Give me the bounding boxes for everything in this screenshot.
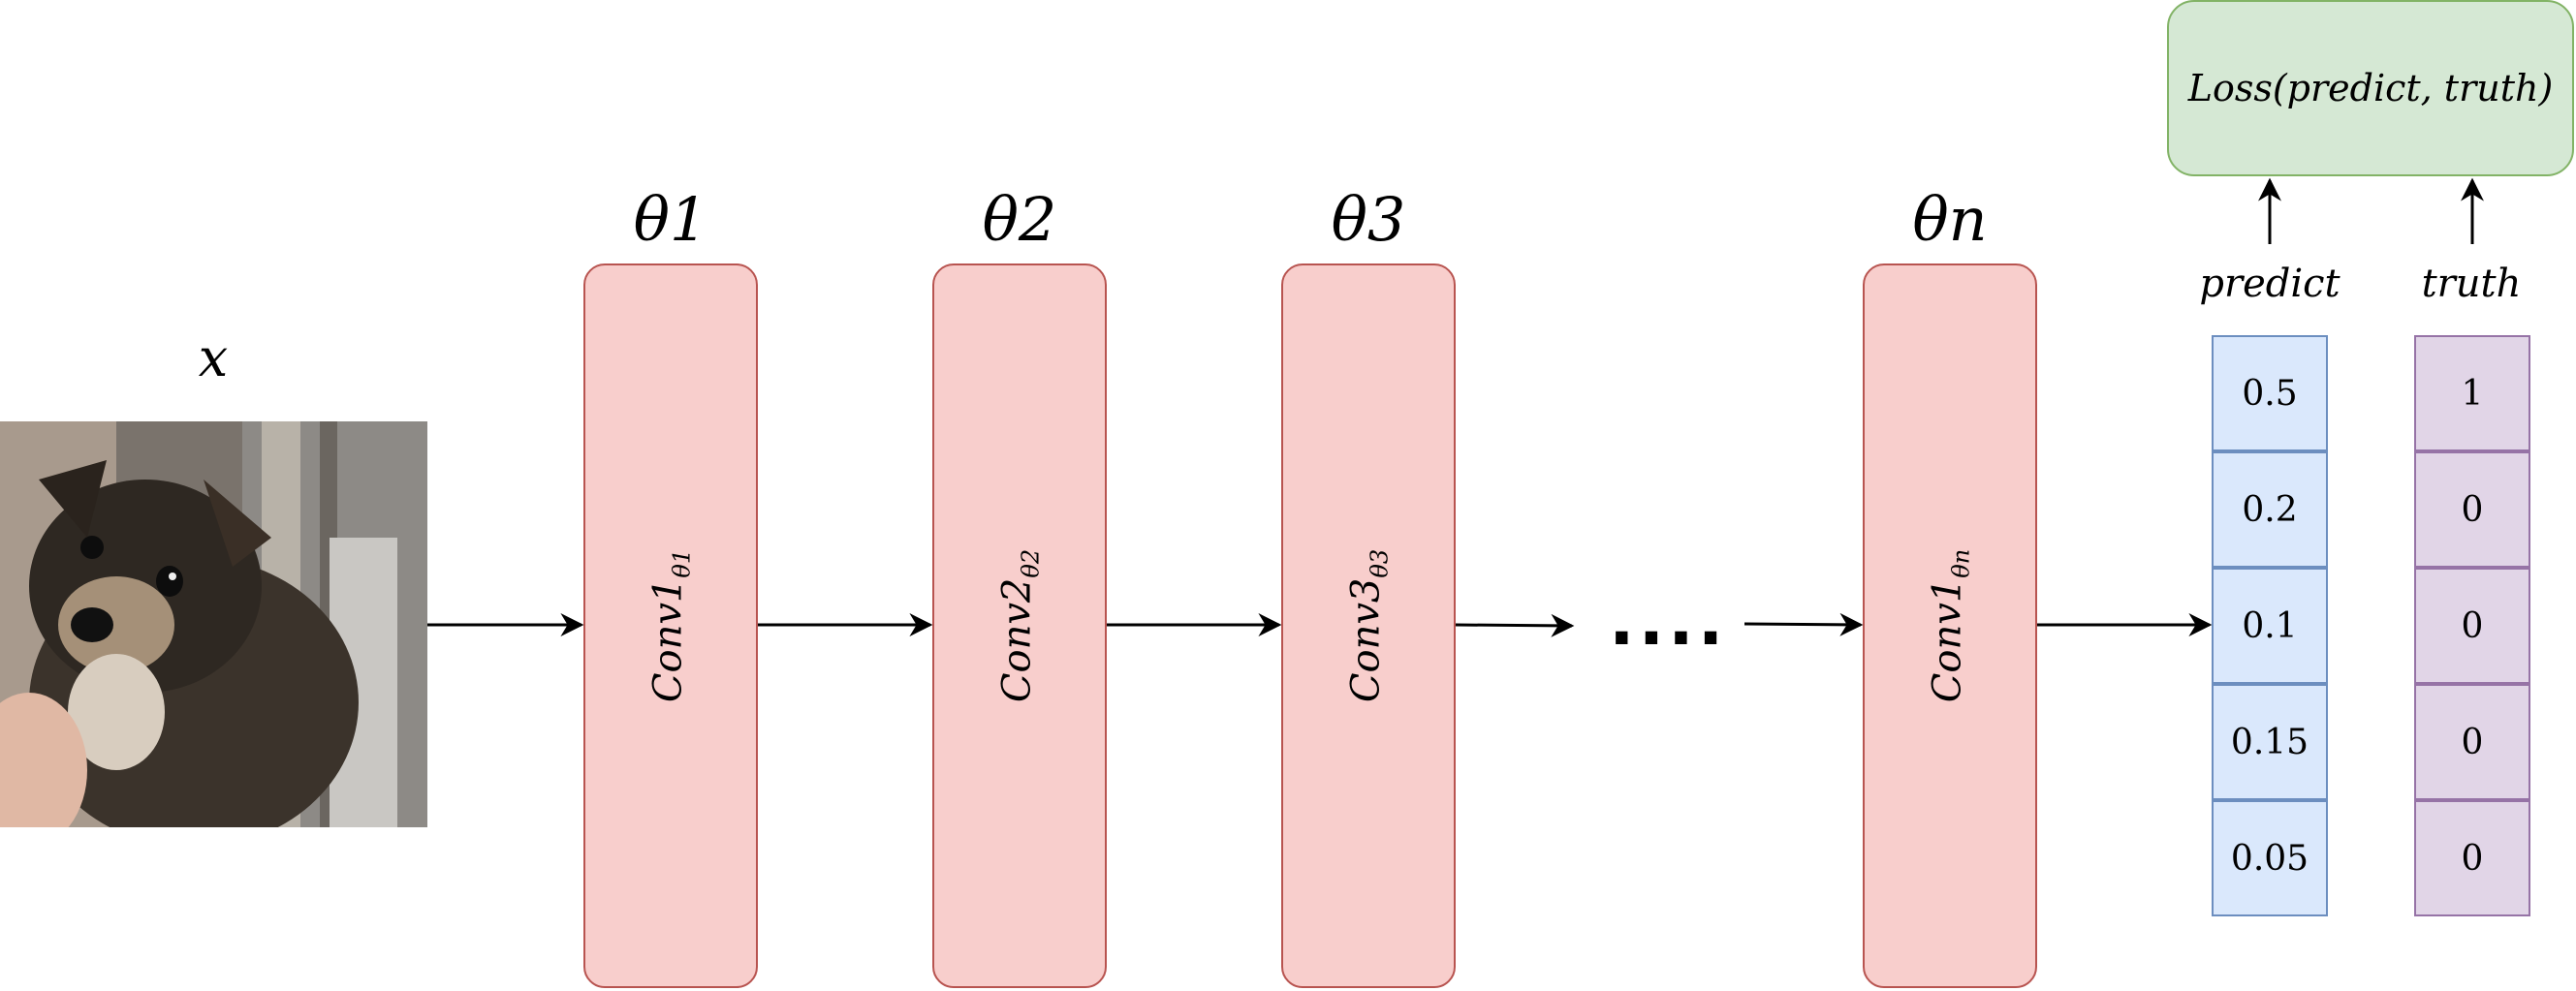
truth-cell: 0: [2414, 568, 2530, 684]
truth-label: truth: [2421, 262, 2522, 306]
theta-3-label: θ3: [1331, 184, 1406, 255]
conv-layer-n: Conv1θn: [1863, 263, 2037, 988]
truth-cell: 0: [2414, 684, 2530, 800]
theta-1-label: θ1: [633, 184, 708, 255]
predict-cell: 0.2: [2212, 451, 2328, 568]
truth-cell: 0: [2414, 800, 2530, 916]
predict-cell: 0.5: [2212, 335, 2328, 451]
theta-n-label: θn: [1912, 184, 1988, 255]
conv-layer-1: Conv1θ1: [583, 263, 758, 988]
theta-2-label: θ2: [982, 184, 1057, 255]
ellipsis: ....: [1609, 581, 1728, 661]
truth-cell: 1: [2414, 335, 2530, 451]
predict-cell: 0.1: [2212, 568, 2328, 684]
arrow-conv3-to-ellipsis: [1455, 613, 1575, 637]
arrow-ellipsis-to-convn: [1744, 612, 1864, 636]
truth-cell: 0: [2414, 451, 2530, 568]
conv-layer-2: Conv2θ2: [932, 263, 1107, 988]
predict-cell: 0.15: [2212, 684, 2328, 800]
loss-box: Loss(predict, truth): [2167, 0, 2574, 176]
loss-label: Loss(predict, truth): [2187, 67, 2554, 109]
puppy-image: [0, 421, 427, 827]
predict-label: predict: [2199, 262, 2340, 306]
conv-layer-3: Conv3θ3: [1281, 263, 1456, 988]
predict-cell: 0.05: [2212, 800, 2328, 916]
input-label: x: [198, 327, 229, 388]
